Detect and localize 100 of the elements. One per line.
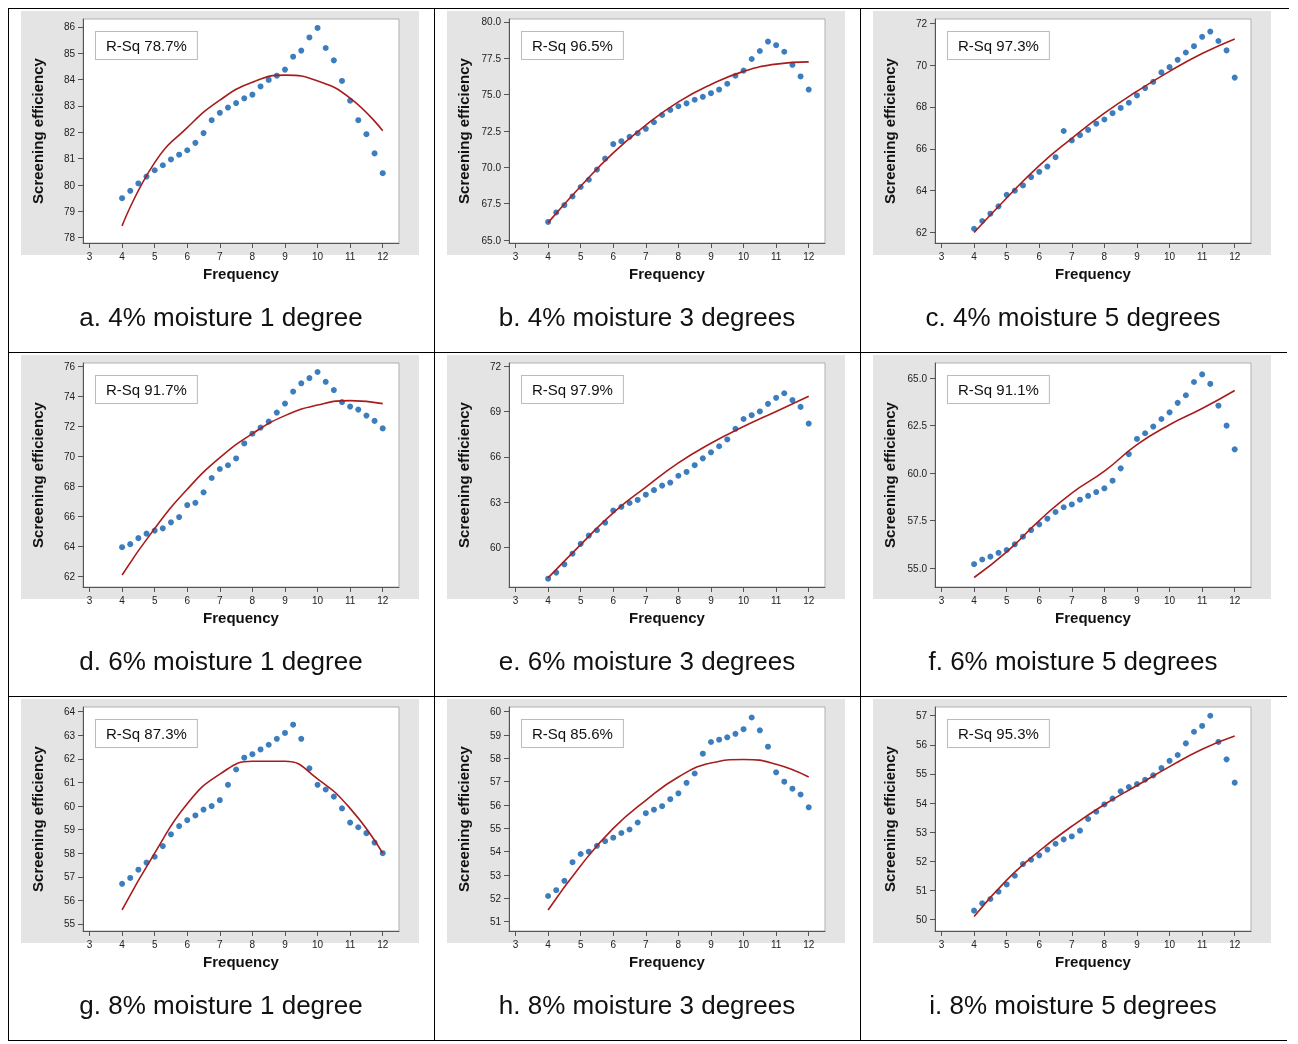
point [748,412,755,419]
y-tick-label: 62 [63,570,76,582]
y-tick-label: 63 [489,496,502,508]
point [224,781,231,788]
point [1223,47,1230,54]
point [724,436,731,443]
line-series [121,760,384,911]
point [119,880,126,887]
point [167,831,174,838]
y-tick-label: 84 [63,74,76,86]
y-tick-label: 61 [63,776,76,788]
y-tick-label: 70 [915,59,928,71]
point [281,729,288,736]
x-tick-label: 4 [119,250,126,262]
point [971,907,978,914]
point [642,125,649,132]
x-tick-label: 10 [1163,938,1176,950]
text: a. 4% moisture 1 degree [79,302,363,332]
point [322,44,329,51]
point [363,412,370,419]
point [1150,423,1157,430]
point [748,56,755,62]
y-axis-title: Screening efficiency [881,57,898,204]
y-tick-label: 83 [63,100,76,112]
point [233,766,240,773]
y-tick-label: 51 [489,916,502,928]
x-tick-label: 5 [1003,250,1010,262]
point [355,117,362,124]
x-tick-label: 9 [282,250,289,262]
x-axis-title: Frequency [203,608,280,626]
x-tick-label: 3 [86,250,93,262]
point [1076,496,1083,503]
point [314,369,321,376]
x-tick-label: 5 [1003,938,1010,950]
y-tick-label: 72 [915,17,928,29]
point [659,482,666,489]
y-tick-label: 79 [63,205,76,217]
y-axis-title: Screening efficiency [455,745,472,892]
y-tick-label: 60 [63,800,76,812]
point [699,93,706,100]
point [1182,392,1189,399]
point [135,535,142,542]
x-tick-label: 11 [1196,594,1208,606]
y-tick-label: 58 [63,847,76,859]
point [1060,504,1067,511]
point [553,887,560,894]
x-tick-label: 9 [708,594,715,606]
point [167,519,174,526]
y-tick-label: 82 [63,126,76,138]
point [119,195,126,202]
point [1101,116,1108,123]
x-tick-label: 10 [737,594,750,606]
x-tick-label: 9 [282,938,289,950]
x-tick-label: 8 [675,250,682,262]
x-tick-label: 11 [344,938,356,950]
point [241,440,248,447]
point [683,779,690,786]
point [1182,740,1189,747]
x-tick-label: 10 [311,250,324,262]
point [707,90,714,97]
point [1117,465,1124,472]
point [1191,728,1197,735]
x-tick-label: 5 [577,250,584,262]
point [127,187,134,194]
x-tick-label: 12 [377,594,389,606]
x-tick-label: 12 [803,594,815,606]
point [1052,509,1059,516]
point [1133,92,1140,99]
y-tick-label: 57 [489,776,502,788]
point [642,491,649,498]
x-axis-title: Frequency [203,952,280,970]
point [339,805,345,812]
point [265,76,272,83]
point [1199,722,1206,729]
point [257,746,264,753]
point [634,496,641,503]
point [347,403,354,410]
point [200,130,207,137]
point [314,781,321,788]
point [330,387,337,394]
x-tick-label: 6 [184,250,191,262]
point [979,556,986,563]
x-tick-label: 3 [938,594,945,606]
y-tick-label: 72.5 [481,125,502,137]
point [135,180,142,187]
point [1076,827,1083,834]
y-tick-label: 67.5 [481,198,502,210]
point [224,462,231,469]
point [1174,752,1181,758]
text: b. 4% moisture 3 degrees [498,302,796,332]
point [691,96,698,103]
x-tick-label: 7 [1069,250,1076,262]
y-tick-label: 60 [489,542,502,554]
x-tick-label: 9 [1134,938,1141,950]
point [241,95,248,102]
x-tick-label: 7 [643,250,650,262]
point [781,778,788,785]
point [699,750,706,757]
x-tick-label: 12 [1229,250,1241,262]
point [363,131,370,138]
